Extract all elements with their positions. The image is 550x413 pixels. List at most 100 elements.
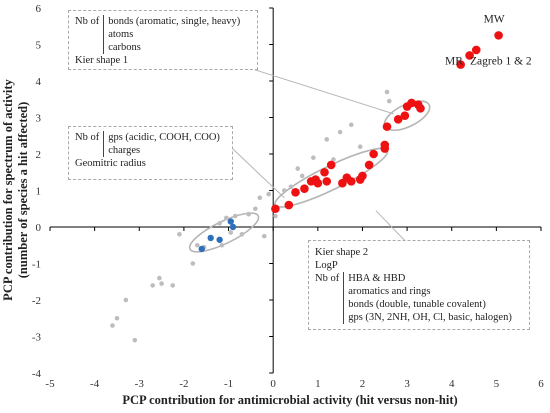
grey-point	[110, 323, 115, 328]
red-point	[364, 160, 374, 170]
grey-point	[386, 98, 392, 104]
red-point	[322, 177, 332, 186]
y-tick-label: -1	[32, 259, 41, 271]
x-tick-label: 4	[449, 378, 455, 390]
red-point	[300, 184, 309, 193]
grey-point	[195, 242, 200, 248]
point-labels: MW MR Zagreb 1 & 2	[445, 14, 532, 68]
annotation-3-item: HBA & HBD	[348, 273, 406, 284]
annotation-1-item: carbons	[108, 42, 141, 53]
red-point	[369, 149, 378, 159]
grey-point	[324, 137, 330, 142]
annotation-1-tail: Kier shape 1	[75, 55, 129, 66]
x-tick-label: 5	[494, 378, 500, 390]
annotation-box-3: Kier shape 2 LogP Nb of HBA & HBD aromat…	[308, 240, 530, 330]
grey-point	[217, 221, 222, 226]
red-point	[313, 178, 323, 188]
x-tick-label: 1	[315, 378, 321, 390]
red-point	[407, 98, 416, 108]
x-tick-label: 6	[538, 378, 544, 390]
y-tick-label: 3	[36, 113, 42, 125]
y-tick-label: 6	[36, 3, 42, 15]
red-point	[326, 160, 336, 170]
leader-line	[244, 65, 394, 115]
y-axis-label-line2: (number of species a hit affected)	[16, 102, 30, 278]
red-point	[271, 204, 280, 214]
grey-point	[348, 122, 354, 128]
blue-point	[198, 245, 205, 253]
grey-point	[331, 157, 336, 162]
annotation-3-item: aromatics and rings	[348, 286, 431, 297]
x-axis-label: PCP contribution for antimicrobial activ…	[122, 393, 457, 407]
grey-point	[266, 191, 272, 197]
axes	[49, 7, 542, 374]
grey-point	[357, 144, 363, 149]
annotation-3-lead: Nb of	[315, 273, 340, 284]
x-tick-label: 0	[270, 378, 276, 390]
blue-point	[207, 234, 214, 242]
grey-point	[261, 233, 267, 239]
grey-point	[246, 211, 251, 217]
x-tick-label: -4	[90, 378, 100, 390]
cluster-ellipse	[188, 212, 260, 253]
grey-point	[311, 155, 316, 160]
grey-point	[123, 297, 129, 303]
grey-point	[132, 337, 138, 343]
grey-point	[273, 213, 278, 219]
x-tick-label: -3	[135, 378, 145, 390]
y-tick-label: 1	[36, 186, 42, 198]
grey-point	[282, 188, 287, 193]
red-point	[494, 31, 503, 40]
annotation-2-tail: Geomitric radius	[75, 158, 146, 169]
x-tick-label: -5	[45, 378, 55, 390]
grey-point	[224, 215, 229, 221]
x-tick-label: -2	[179, 378, 188, 390]
grey-point	[219, 242, 225, 248]
red-point	[393, 115, 403, 124]
leader-lines	[228, 65, 410, 246]
x-tick-label: 2	[360, 378, 366, 390]
annotation-2-item: charges	[108, 145, 141, 156]
red-point	[456, 60, 465, 69]
grey-point	[384, 89, 390, 95]
blue-point	[229, 223, 237, 231]
point-label: MW	[484, 14, 505, 26]
grey-point	[114, 315, 120, 321]
y-tick-label: 0	[36, 222, 42, 234]
y-tick-label: -4	[32, 368, 42, 380]
grey-point	[232, 213, 238, 219]
annotation-3-line: Kier shape 2	[315, 247, 369, 258]
annotation-box-1: Nb of bonds (aromatic, single, heavy) at…	[68, 10, 258, 70]
grey-point	[177, 232, 182, 237]
annotation-2-lead: Nb of	[75, 132, 100, 143]
annotation-2-item: gps (acidic, COOH, COO)	[108, 132, 220, 143]
red-point	[358, 171, 367, 181]
grey-point	[159, 281, 164, 286]
grey-point	[228, 230, 234, 235]
annotation-1-lead: Nb of	[75, 16, 100, 27]
annotation-1-item: atoms	[108, 29, 134, 40]
y-axis-label-line1: PCP contribution for spectrum of activit…	[1, 78, 15, 300]
blue-point	[227, 218, 234, 225]
y-tick-label: -2	[32, 295, 41, 307]
grey-point	[170, 283, 176, 288]
y-tick-label: -3	[32, 332, 42, 344]
red-point	[471, 45, 481, 55]
grey-point	[299, 173, 305, 179]
grey-point	[288, 184, 294, 190]
blue-point	[216, 236, 223, 243]
grey-point	[253, 206, 258, 212]
grey-point	[337, 129, 343, 135]
leader-line	[375, 210, 410, 246]
annotation-3-item: bonds (double, tunable covalent)	[348, 299, 486, 310]
grey-point	[190, 261, 196, 266]
y-tick-label: 2	[36, 149, 42, 161]
annotation-1-item: bonds (aromatic, single, heavy)	[108, 16, 241, 27]
annotation-3-item: gps (3N, 2NH, OH, Cl, basic, halogen)	[348, 312, 512, 323]
x-tick-label: -1	[224, 378, 233, 390]
red-point	[291, 188, 300, 197]
grey-point	[239, 232, 245, 237]
red-point	[380, 140, 390, 150]
